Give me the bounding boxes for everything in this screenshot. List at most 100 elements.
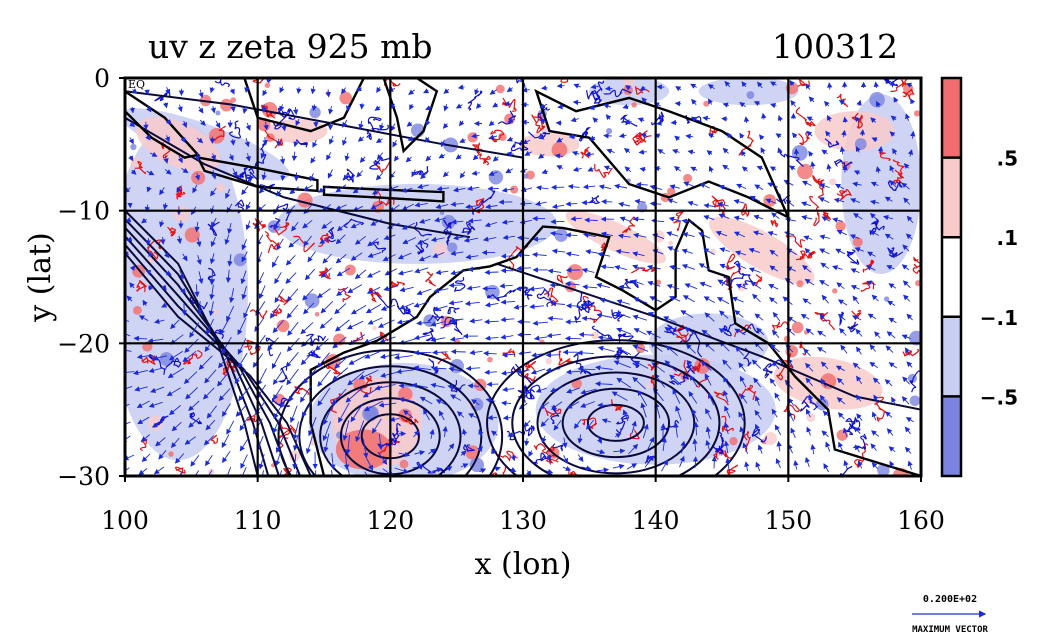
wind-vector — [580, 388, 597, 395]
wind-vector — [556, 83, 565, 89]
wind-vector — [310, 86, 316, 95]
wind-vector — [603, 165, 612, 171]
wind-vector — [280, 172, 286, 182]
wind-vector — [708, 165, 714, 173]
zeta-contour — [824, 138, 840, 148]
wind-vector — [370, 202, 383, 210]
zeta-contour — [165, 357, 182, 369]
wind-vector — [589, 135, 596, 141]
zeta-contour — [463, 443, 475, 452]
wind-vector — [450, 201, 464, 207]
wind-vector — [488, 120, 495, 127]
wind-vector — [328, 135, 334, 145]
y-tick-label: −20 — [57, 329, 110, 358]
wind-vector — [463, 237, 478, 243]
wind-vector — [733, 231, 746, 238]
wind-vector — [484, 269, 499, 276]
wind-vector — [638, 149, 647, 155]
wind-vector — [556, 137, 564, 143]
wind-vector — [376, 152, 383, 161]
wind-vector — [667, 198, 678, 204]
field-patch — [325, 91, 330, 96]
wind-vector — [592, 117, 599, 123]
field-patch — [829, 178, 837, 186]
wind-vector — [528, 450, 534, 458]
wind-vector — [375, 137, 383, 143]
x-tick-label: 100 — [101, 506, 149, 535]
wind-vector — [581, 465, 592, 471]
field-patch — [605, 128, 613, 135]
wind-vector — [198, 89, 204, 99]
wind-vector — [489, 89, 497, 95]
wind-vector — [491, 448, 497, 455]
wind-vector — [596, 467, 610, 473]
wind-vector — [169, 405, 181, 416]
wind-vector — [229, 88, 235, 95]
wind-vector — [487, 415, 498, 421]
wind-vector — [443, 103, 449, 112]
wind-vector — [553, 420, 562, 431]
zeta-contour — [529, 384, 541, 399]
wind-vector — [471, 133, 480, 139]
wind-vector — [601, 198, 613, 205]
wind-vector — [285, 272, 297, 284]
x-tick-label: 150 — [764, 506, 812, 535]
wind-vector — [453, 235, 466, 241]
wind-vector — [719, 247, 730, 253]
wind-vector — [457, 84, 465, 90]
wind-vector — [245, 220, 251, 231]
wind-vector — [459, 137, 466, 143]
wind-vector — [291, 151, 298, 162]
zeta-contour — [207, 221, 220, 237]
wind-vector — [741, 81, 747, 88]
wind-vector — [414, 267, 429, 274]
wind-vector — [706, 150, 713, 156]
zeta-contour — [902, 349, 920, 357]
wind-vector — [563, 455, 568, 464]
wind-vector — [416, 288, 432, 296]
wind-vector — [227, 223, 233, 235]
wind-vector — [484, 319, 499, 325]
field-patch — [803, 330, 809, 335]
wind-vector — [672, 388, 681, 404]
wind-vector — [690, 166, 698, 172]
wind-vector — [147, 337, 164, 344]
wind-vector — [195, 152, 201, 162]
zeta-contour — [246, 414, 260, 423]
field-patch — [510, 185, 519, 194]
wind-vector — [523, 420, 531, 428]
colorbar-level-label: .5 — [996, 147, 1018, 171]
zeta-contour — [527, 131, 551, 139]
zeta-contour — [422, 328, 435, 342]
wind-vector — [501, 400, 511, 406]
wind-vector — [235, 404, 248, 417]
wind-vector — [430, 382, 445, 389]
wind-vector — [651, 362, 665, 373]
wind-vector — [449, 317, 464, 324]
wind-vector — [371, 418, 382, 434]
wind-vector — [241, 251, 248, 263]
wind-vector — [363, 336, 380, 344]
zeta-contour — [726, 464, 739, 476]
wind-vector — [125, 319, 130, 322]
wind-vector — [531, 352, 546, 358]
wind-vector — [285, 352, 299, 368]
wind-vector — [413, 349, 432, 356]
wind-vector — [275, 435, 284, 454]
zeta-contour — [369, 157, 390, 170]
wind-vector — [240, 467, 247, 476]
colorbar-band-strong-positive — [942, 78, 961, 158]
wind-vector — [125, 333, 131, 337]
wind-vector — [547, 268, 562, 274]
wind-vector — [291, 221, 299, 232]
height-contour — [511, 355, 721, 476]
wind-vector — [350, 403, 364, 423]
wind-vector — [398, 383, 416, 389]
zeta-contour — [415, 240, 429, 255]
zeta-contour — [248, 142, 267, 174]
colorbar-band-weak-negative — [942, 316, 961, 397]
wind-vector — [272, 320, 284, 334]
zeta-contour — [495, 450, 518, 462]
wind-vector — [550, 385, 563, 393]
zeta-contour — [524, 425, 535, 437]
